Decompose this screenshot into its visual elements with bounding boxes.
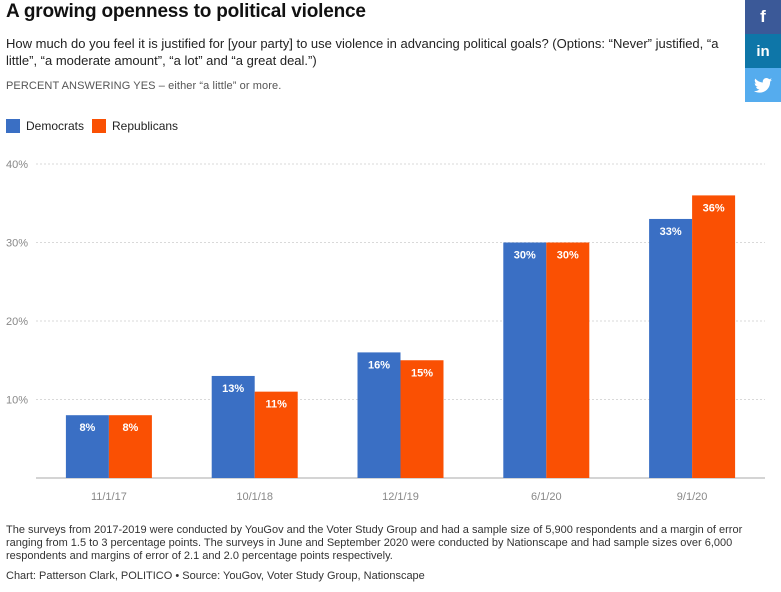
- x-tick-label: 6/1/20: [531, 491, 562, 503]
- x-tick-label: 9/1/20: [677, 491, 708, 503]
- facebook-share-button[interactable]: f: [745, 0, 781, 34]
- x-tick-label: 11/1/17: [91, 491, 127, 503]
- bar-value-label: 33%: [660, 226, 682, 238]
- bar-democrats: [211, 375, 255, 478]
- bar-value-label: 36%: [703, 202, 725, 214]
- bar-republicans: [546, 242, 590, 478]
- bar-republicans: [254, 391, 298, 478]
- bar-chart: 10% 20% 30% 40% 8% 8% 11/1/17 13% 11% 10/1/18 16% 1…: [6, 159, 765, 503]
- y-tick-label: 40%: [6, 159, 28, 171]
- linkedin-share-button[interactable]: in: [745, 34, 781, 68]
- bar-democrats: [649, 218, 693, 478]
- bar-democrats: [503, 242, 547, 478]
- legend-item-democrats: Democrats: [6, 119, 84, 133]
- x-tick-label: 12/1/19: [382, 491, 419, 503]
- y-tick-label: 20%: [6, 316, 28, 328]
- legend-label-democrats: Democrats: [26, 119, 85, 133]
- bar-value-label: 8%: [79, 422, 95, 434]
- facebook-icon: f: [760, 7, 766, 26]
- bar-republicans: [108, 415, 152, 478]
- linkedin-icon: in: [756, 42, 770, 60]
- bar-value-label: 15%: [411, 367, 433, 379]
- chart-subtitle: How much do you feel it is justified for…: [6, 36, 719, 68]
- footnote: The surveys from 2017-2019 were conducte…: [6, 524, 743, 562]
- chart-note: PERCENT ANSWERING YES – either “a little…: [6, 80, 282, 92]
- bar-value-label: 11%: [265, 399, 287, 411]
- twitter-icon: [754, 77, 772, 93]
- bar-value-label: 8%: [122, 422, 138, 434]
- twitter-share-button[interactable]: [745, 68, 781, 102]
- credit-line: Chart: Patterson Clark, POLITICO • Sourc…: [6, 570, 425, 582]
- legend-swatch-democrats: [6, 119, 20, 133]
- bar-democrats: [65, 415, 109, 478]
- bar-value-label: 30%: [514, 250, 536, 262]
- x-tick-label: 10/1/18: [236, 491, 273, 503]
- bar-republicans: [400, 360, 444, 478]
- chart-title: A growing openness to political violence: [6, 1, 366, 22]
- legend-swatch-republicans: [92, 119, 107, 133]
- y-tick-label: 30%: [6, 238, 28, 250]
- bar-value-label: 16%: [368, 359, 390, 371]
- y-tick-label: 10%: [6, 395, 28, 407]
- legend-item-republicans: Republicans: [92, 119, 178, 133]
- bar-value-label: 30%: [557, 250, 579, 262]
- legend-label-republicans: Republicans: [112, 119, 179, 133]
- bar-value-label: 13%: [222, 383, 244, 395]
- social-share-bar: f in: [745, 0, 781, 102]
- bar-republicans: [692, 195, 736, 478]
- legend: Democrats Republicans: [6, 119, 186, 133]
- bar-democrats: [357, 352, 401, 478]
